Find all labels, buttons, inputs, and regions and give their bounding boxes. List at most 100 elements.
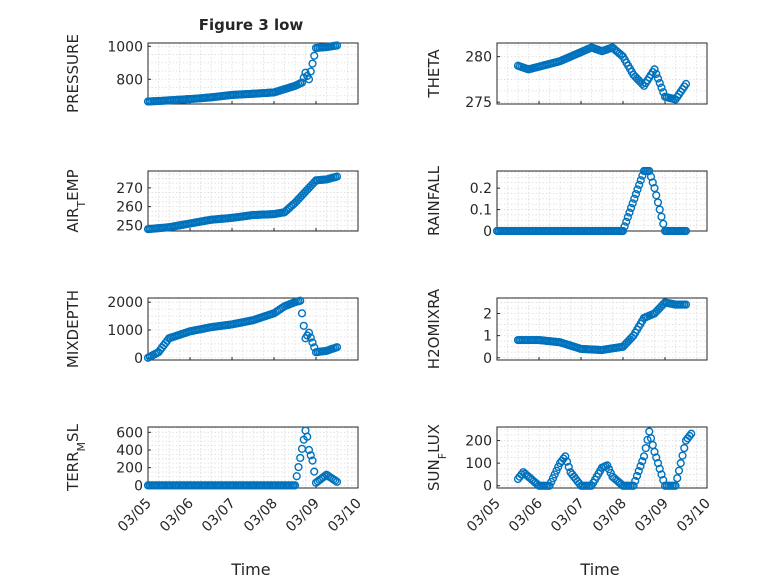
data-point <box>320 471 329 481</box>
y-tick-label: 270 <box>116 181 143 197</box>
data-point <box>297 309 307 318</box>
data-point <box>294 462 303 472</box>
x-tick-label: 03/09 <box>283 496 323 536</box>
data-point <box>655 464 664 473</box>
y-tick-label: 250 <box>116 218 143 234</box>
data-point <box>653 74 663 83</box>
y-tick-label: 0 <box>483 351 492 367</box>
data-point <box>564 462 573 472</box>
data-point <box>623 213 632 222</box>
data-point <box>306 67 315 76</box>
y-axis-label: TERRMSL <box>64 423 88 492</box>
data-point <box>308 59 317 68</box>
data-point <box>681 226 691 236</box>
data-point <box>299 321 308 330</box>
data-point <box>561 452 570 461</box>
y-tick-label: 275 <box>465 95 492 111</box>
axes-frame <box>147 170 359 232</box>
figure-title: Figure 3 low <box>199 16 304 34</box>
data-point <box>332 477 342 486</box>
y-tick-label: 280 <box>465 50 492 66</box>
x-tick-label: 03/07 <box>199 496 239 536</box>
subplot-pressure: 800 1000 PRESSURE <box>64 34 359 113</box>
data-point <box>635 180 644 189</box>
data-point <box>652 453 661 462</box>
y-tick-label: 0 <box>483 224 492 240</box>
y-tick-label: 200 <box>465 434 492 450</box>
x-tick-label: 03/05 <box>115 496 155 536</box>
data-point <box>290 481 300 490</box>
data-point <box>604 465 614 474</box>
data-point <box>671 481 680 490</box>
axes-frame <box>496 297 708 361</box>
y-axis-label: THETA <box>425 49 443 99</box>
y-tick-label: 0.1 <box>470 203 492 219</box>
data-point <box>332 343 342 352</box>
data-point <box>634 466 643 476</box>
y-tick-label: 260 <box>116 200 143 216</box>
data-point <box>545 481 554 490</box>
x-axis-label: Time <box>230 560 270 579</box>
data-point <box>678 451 687 460</box>
data-point <box>618 226 628 236</box>
data-point <box>332 41 342 50</box>
data-point <box>639 452 649 461</box>
subplot-air: 250 260 270 AIRTEMP <box>64 169 359 234</box>
data-point <box>304 328 314 337</box>
data-point <box>308 338 317 347</box>
x-tick-label: 03/05 <box>464 496 504 536</box>
data-point <box>652 191 661 200</box>
data-point <box>620 222 629 231</box>
y-tick-label: 0 <box>483 479 492 495</box>
data-point <box>636 176 645 185</box>
data-point <box>550 470 559 479</box>
x-axis-label: Time <box>579 560 619 579</box>
data-point <box>685 431 694 441</box>
data-point <box>676 459 685 468</box>
y-axis-label: SUNFLUX <box>425 424 449 491</box>
x-tick-label: 03/06 <box>157 495 197 535</box>
y-tick-label: 0 <box>134 478 143 494</box>
data-point <box>331 476 340 485</box>
data-point <box>631 476 640 485</box>
data-point <box>629 481 638 490</box>
data-point <box>562 457 572 466</box>
data-point <box>306 333 315 342</box>
data-point <box>622 217 631 226</box>
data-point <box>655 78 664 88</box>
y-tick-label: 1000 <box>107 323 143 339</box>
subplot-sun: 0 100 200 03/05 03/06 03/07 03/08 03/09 03/10 SUN… <box>425 424 714 579</box>
data-point <box>650 65 659 74</box>
data-point <box>659 475 668 485</box>
x-tick-label: 03/10 <box>674 496 714 536</box>
data-point <box>310 467 319 476</box>
data-point <box>632 471 642 481</box>
subplot-theta: 275 280 THETA <box>425 42 708 111</box>
data-point <box>681 300 691 309</box>
y-axis-label: PRESSURE <box>64 34 82 113</box>
x-tick-label: 03/10 <box>325 496 365 536</box>
data-point <box>636 462 645 471</box>
x-tick-label: 03/07 <box>548 496 588 536</box>
data-point <box>650 184 659 193</box>
data-point <box>657 470 666 479</box>
y-tick-label: 400 <box>116 443 143 459</box>
data-point <box>303 432 312 441</box>
data-point <box>517 470 526 479</box>
data-point <box>304 445 314 455</box>
data-point <box>628 199 637 208</box>
data-point <box>548 474 558 483</box>
data-point <box>332 172 342 181</box>
y-tick-label: 0.2 <box>470 181 492 197</box>
data-point <box>652 69 661 79</box>
y-tick-label: 2000 <box>107 295 143 311</box>
x-tick-label: 03/09 <box>632 496 672 536</box>
data-point <box>296 453 305 463</box>
data-point <box>653 198 663 207</box>
y-tick-label: 200 <box>116 461 143 477</box>
data-point <box>297 78 307 87</box>
y-axis-label: MIXDEPTH <box>64 290 82 368</box>
data-point <box>659 219 668 228</box>
y-tick-label: 100 <box>465 456 492 472</box>
